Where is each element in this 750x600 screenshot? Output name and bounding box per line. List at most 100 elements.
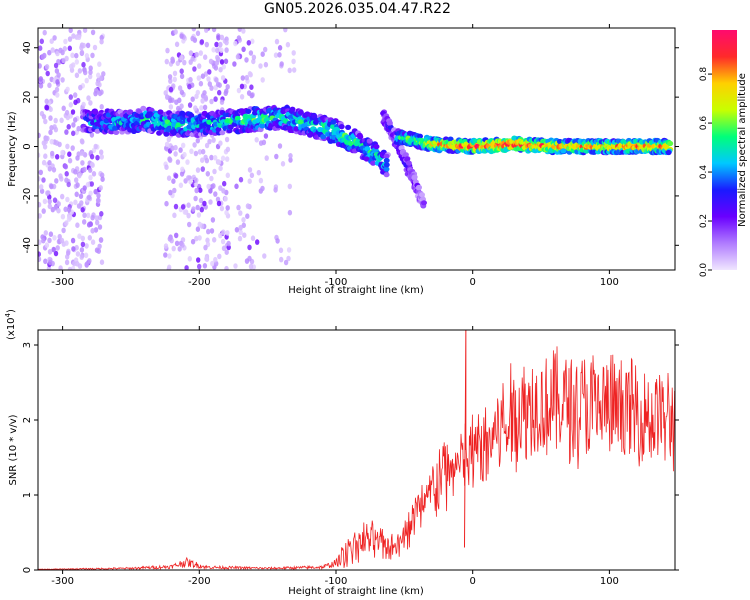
spectrogram-cell [182,59,187,66]
spectrogram-cell [260,77,265,83]
snr-spike [463,330,467,548]
spectrogram-cell [78,84,83,91]
spectrogram-cell [238,210,243,216]
spectrogram-cell [99,149,104,155]
spectrogram-cell [66,207,72,213]
spectrogram-cell [80,207,85,213]
snr-x-tick-label: 0 [470,576,476,587]
spectrogram-cell [202,200,207,207]
spectrogram-cell [86,95,91,101]
spectrogram-cell [209,175,214,182]
spectrogram-cell [53,250,59,257]
spectrogram-cell [213,155,218,161]
spectrogram-cell [83,252,89,259]
spectrogram-cell [197,235,202,241]
spectrogram-cell [237,235,243,242]
spectrogram-cell [49,183,54,190]
spectrogram-cell [244,258,250,264]
spectrogram-cell [187,221,192,228]
spectrogram-cell [241,217,246,223]
spectrogram-cell [207,81,212,87]
spectrogram-cell [80,139,85,145]
spectrogram-cell [55,154,60,160]
spectrogram-cell [179,33,184,39]
spectrogram-cell [113,129,120,135]
spectrogram-cell [258,63,263,69]
spectrogram-cell [41,237,46,244]
spectrogram-cell [211,183,216,189]
spectrogram-cell [91,171,97,177]
spectrogram-cell [66,124,71,130]
spectrogram-cell [220,155,226,162]
spectrogram-cell [291,58,296,65]
spectrogram-cell [416,184,422,190]
spectrogram-cell [283,28,288,33]
spectrogram-cell [235,54,241,60]
spectrogram-cell [320,134,327,140]
spectrogram-cell [198,80,204,87]
spectrogram-cell [205,171,210,177]
spectrogram-cell [173,151,178,157]
spectrogram-cell [174,232,179,239]
spectrogram-cell [73,99,78,106]
spectrogram-cell [66,250,71,256]
spectrogram-cell [215,126,222,133]
spectrogram-cell [172,187,177,194]
spectrogram-cell [55,79,60,85]
spectrogram-cell [164,164,169,170]
spectrogram-cell [239,94,245,100]
spectrogram-cell [234,227,240,233]
spectrogram-cell [209,154,214,161]
spectrogram-cell [207,69,212,75]
spectrogram-cell [277,143,283,149]
spectrogram-cell [211,137,216,143]
spectrogram-cell [194,187,199,194]
spectrogram-cell [42,144,48,150]
spectrogram-cell [273,187,278,193]
spectrogram-cell [218,185,223,191]
spectrogram-cell [241,28,246,34]
snr-scale-exponent: 4 [4,312,12,317]
spectrogram-cell [215,47,220,54]
spectrogram-cell [221,245,227,252]
spectrogram-cell [79,247,85,253]
spectrogram-cell [44,105,50,111]
spectrogram-cell [48,259,53,266]
spectrogram-cell [88,69,93,75]
snr-frame [37,329,676,571]
spectrogram-cell [218,165,223,172]
spectrogram-cell [214,41,219,48]
spectrogram-cell [55,50,60,57]
snr-x-label: Height of straight line (km) [288,586,424,597]
spectrogram-cell [53,62,59,69]
spectrogram-cell [213,65,219,71]
spectrogram-cell [93,143,98,150]
spectrogram-cell [224,249,229,255]
colorbar-gradient [712,30,737,270]
spectrogram-cell [187,255,192,262]
spectrogram-cell [89,181,95,187]
spectrogram-cell [71,246,76,252]
spectrogram-cell [175,159,181,165]
spectrogram-cell [291,50,296,56]
spectrogram-cell [99,38,104,45]
spectrogram-cell [71,130,76,137]
spectrogram-cell [87,258,92,264]
spectrogram-cell [48,106,53,113]
spectrogram-cell [96,248,102,254]
spectrogram-cell [60,49,65,56]
spectrogram-cell [258,177,264,184]
spectrogram-cell [40,54,46,60]
spectrogram-cell [90,228,95,234]
spectrogram-cell [203,54,208,60]
spectrogram-cell [47,203,52,210]
spectrogram-cell [64,240,69,246]
snr-x-tick-label: 100 [600,576,619,587]
spectrogram-cell [289,106,296,112]
spectrogram-cell [90,214,95,221]
snr-y-tick-label: 0 [22,567,33,573]
spectrogram-cell [190,35,195,42]
spectrogram-cell [560,148,567,154]
spectrogram-x-label: Height of straight line (km) [288,285,424,296]
spectrogram-cell [93,188,98,195]
